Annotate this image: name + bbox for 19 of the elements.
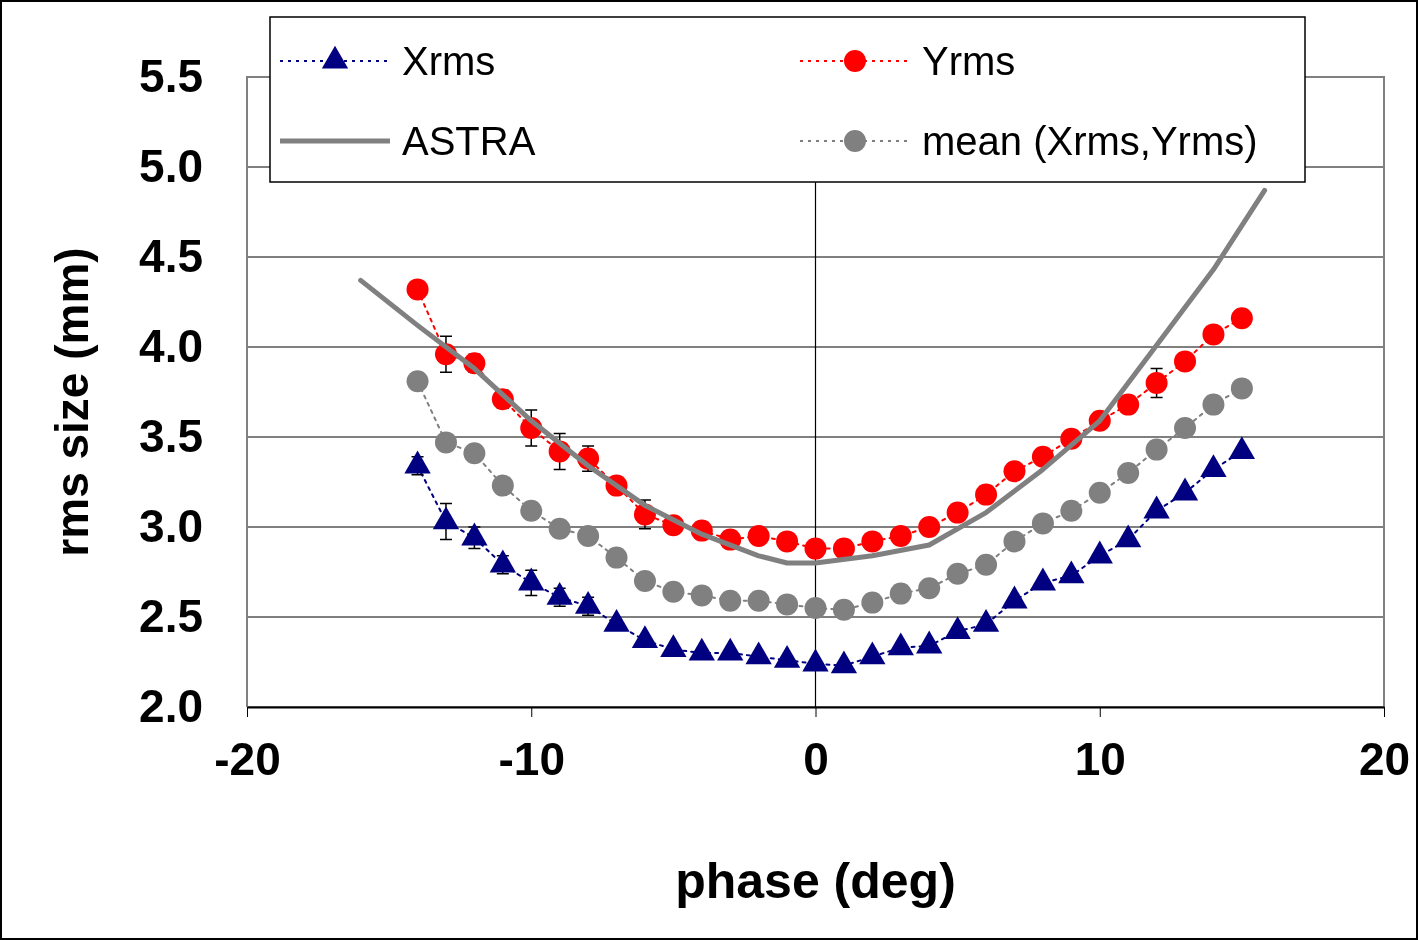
y-tick-label: 3.0 <box>139 500 203 553</box>
legend-label: Xrms <box>402 39 496 83</box>
y-tick-label: 4.0 <box>139 320 203 373</box>
y-tick-label: 3.5 <box>139 410 203 463</box>
x-tick-label: 20 <box>1358 733 1411 786</box>
y-tick-label: 5.0 <box>139 140 203 193</box>
x-tick-label: 0 <box>803 733 829 786</box>
legend-label: ASTRA <box>402 119 536 163</box>
y-tick-label: 2.5 <box>139 590 203 643</box>
legend-label: Yrms <box>922 39 1016 83</box>
x-tick-label: 10 <box>1074 733 1126 786</box>
x-tick-label: -10 <box>498 733 565 786</box>
y-axis-title: rms size (mm) <box>46 247 98 557</box>
x-tick-label: -20 <box>214 733 281 786</box>
y-tick-label: 5.5 <box>139 50 203 103</box>
y-tick-label: 2.0 <box>139 680 203 733</box>
x-axis-title: phase (deg) <box>675 853 956 909</box>
y-tick-label: 4.5 <box>139 230 203 283</box>
legend-label: mean (Xrms,Yrms) <box>922 119 1258 163</box>
